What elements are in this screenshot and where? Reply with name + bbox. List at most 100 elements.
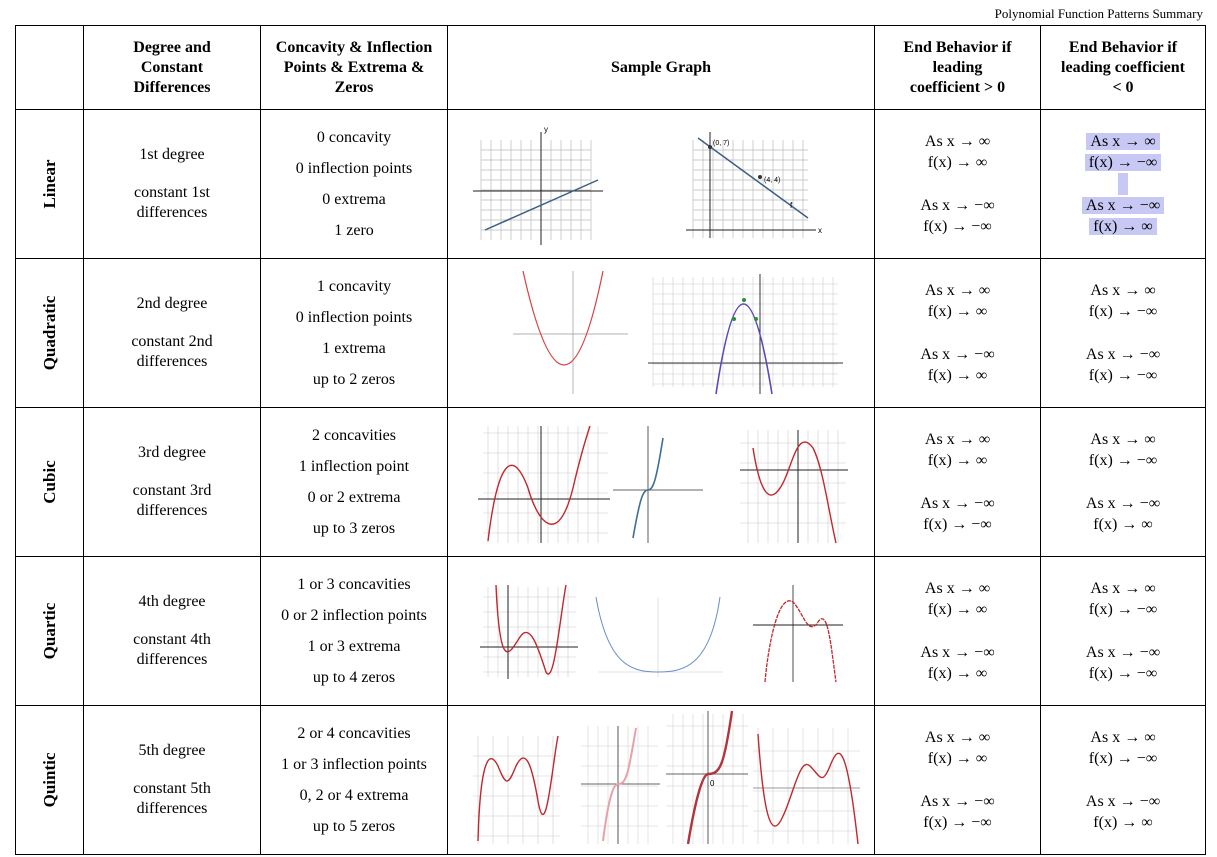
eb-pos-right-x: As x → ∞ — [924, 580, 991, 597]
degree-cell: 5th degree constant 5th differences — [83, 705, 261, 855]
degree-text: 5th degree — [138, 742, 206, 759]
zeros-text: up to 2 zeros — [312, 371, 396, 388]
eb-neg-right-x: As x → ∞ — [1090, 282, 1156, 299]
concavity-text: 2 or 4 concavities — [297, 725, 411, 742]
eb-pos-left-x: As x → −∞ — [920, 197, 995, 214]
end-behavior-positive: As x → ∞ f(x) → ∞ As x → −∞ f(x) → −∞ — [874, 407, 1041, 557]
degree-cell: 3rd degree constant 3rd differences — [83, 407, 261, 557]
eb-neg-left-f: f(x) → −∞ — [1088, 367, 1158, 384]
end-behavior-positive: As x → ∞ f(x) → ∞ As x → −∞ f(x) → −∞ — [874, 705, 1041, 855]
differences-text: constant 3rd differences — [132, 482, 212, 519]
row-label: Quadratic — [15, 258, 84, 408]
quintic-graph-4 — [753, 728, 860, 845]
differences-text: constant 2nd differences — [131, 333, 213, 370]
zeros-text: up to 3 zeros — [312, 520, 396, 537]
eb-pos-left-f: f(x) → ∞ — [927, 665, 988, 682]
quintic-graph-2 — [581, 726, 660, 844]
cubic-graph-1 — [478, 425, 610, 543]
extrema-text: 0, 2 or 4 extrema — [299, 787, 409, 804]
eb-pos-right-f: f(x) → ∞ — [927, 750, 988, 767]
end-behavior-negative: As x → ∞ f(x) → −∞ As x → −∞ f(x) → −∞ — [1040, 556, 1206, 706]
document-title: Polynomial Function Patterns Summary — [994, 6, 1203, 21]
sample-graph-cell: y (0, 7) (4, 4) f x — [447, 109, 875, 259]
properties-cell: 2 concavities 1 inflection point 0 or 2 … — [260, 407, 448, 557]
concavity-text: 1 or 3 concavities — [297, 576, 411, 593]
sample-graph-cell — [447, 556, 875, 706]
eb-neg-right-x[interactable]: As x → ∞ — [1086, 133, 1160, 150]
eb-pos-left-x: As x → −∞ — [920, 793, 995, 810]
inflection-text: 1 or 3 inflection points — [281, 756, 427, 773]
eb-neg-left-x: As x → −∞ — [1085, 346, 1161, 363]
sample-graph-cell — [447, 258, 875, 408]
end-behavior-positive: As x → ∞ f(x) → ∞ As x → −∞ f(x) → ∞ — [874, 258, 1041, 408]
eb-neg-left-f: f(x) → −∞ — [1088, 665, 1158, 682]
eb-neg-right-f: f(x) → −∞ — [1088, 601, 1158, 618]
eb-neg-right-x: As x → ∞ — [1090, 729, 1156, 746]
row-quartic: Quartic 4th degree constant 4th differen… — [15, 556, 1206, 706]
point-label-a: (0, 7) — [713, 140, 729, 147]
eb-neg-right-x: As x → ∞ — [1090, 580, 1156, 597]
row-label: Quartic — [15, 556, 84, 706]
degree-text: 2nd degree — [136, 295, 208, 312]
degree-text: 3rd degree — [138, 444, 206, 461]
degree-cell: 2nd degree constant 2nd differences — [83, 258, 261, 408]
inflection-text: 0 inflection points — [295, 309, 413, 326]
quintic-graphs: 0 — [473, 710, 860, 845]
header-end-behavior-positive: End Behavior if leading coefficient > 0 — [874, 25, 1041, 110]
eb-neg-left-x: As x → −∞ — [1085, 644, 1161, 661]
cubic-graph-3 — [740, 430, 848, 544]
extrema-text: 0 extrema — [322, 191, 386, 208]
y-axis-label: y — [544, 125, 548, 134]
eb-neg-left-f[interactable]: f(x) → ∞ — [1089, 218, 1157, 235]
eb-pos-left-f: f(x) → −∞ — [923, 814, 992, 831]
eb-neg-right-f[interactable]: f(x) → −∞ — [1084, 154, 1162, 171]
end-behavior-negative: As x → ∞ f(x) → −∞ As x → −∞ f(x) → ∞ — [1040, 407, 1206, 557]
cubic-graphs — [478, 425, 848, 544]
eb-pos-left-x: As x → −∞ — [920, 346, 995, 363]
eb-pos-right-f: f(x) → ∞ — [927, 303, 988, 320]
properties-cell: 0 concavity 0 inflection points 0 extrem… — [260, 109, 448, 259]
quintic-graph-3: 0 — [666, 710, 748, 845]
zeros-text: 1 zero — [334, 222, 374, 239]
end-behavior-negative: As x → ∞ f(x) → −∞ As x → −∞ f(x) → −∞ — [1040, 258, 1206, 408]
differences-text: constant 1st differences — [134, 184, 210, 221]
end-behavior-positive: As x → ∞ f(x) → ∞ As x → −∞ f(x) → ∞ — [874, 556, 1041, 706]
point-label-b: (4, 4) — [764, 177, 780, 184]
degree-cell: 4th degree constant 4th differences — [83, 556, 261, 706]
quartic-graphs — [480, 584, 843, 683]
end-behavior-negative: As x → ∞ f(x) → −∞ As x → −∞ f(x) → ∞ — [1040, 109, 1206, 259]
eb-neg-right-x: As x → ∞ — [1090, 431, 1156, 448]
eb-neg-right-f: f(x) → −∞ — [1088, 452, 1158, 469]
concavity-text: 1 concavity — [316, 278, 392, 295]
extrema-text: 0 or 2 extrema — [307, 489, 401, 506]
eb-neg-left-x[interactable]: As x → −∞ — [1081, 197, 1165, 214]
eb-pos-left-f: f(x) → −∞ — [923, 218, 992, 235]
x-axis-label: x — [818, 226, 822, 235]
concavity-text: 2 concavities — [312, 427, 396, 444]
extrema-text: 1 or 3 extrema — [307, 638, 401, 655]
eb-pos-right-x: As x → ∞ — [924, 431, 991, 448]
eb-pos-left-x: As x → −∞ — [920, 495, 995, 512]
row-cubic: Cubic 3rd degree constant 3rd difference… — [15, 407, 1206, 557]
eb-neg-right-f: f(x) → −∞ — [1088, 750, 1158, 767]
zeros-text: up to 4 zeros — [312, 669, 396, 686]
row-linear: Linear 1st degree constant 1st differenc… — [15, 109, 1206, 259]
inflection-text: 0 inflection points — [295, 160, 413, 177]
header-degree: Degree and Constant Differences — [83, 25, 261, 110]
linear-graph-1: y — [473, 125, 603, 245]
header-end-behavior-negative: End Behavior if leading coefficient < 0 — [1040, 25, 1206, 110]
inflection-text: 1 inflection point — [298, 458, 410, 475]
eb-neg-left-x: As x → −∞ — [1085, 495, 1161, 512]
quadratic-graph-2 — [648, 274, 843, 395]
sample-graph-cell — [447, 407, 875, 557]
quadratic-graphs — [513, 270, 843, 395]
header-sample-graph: Sample Graph — [447, 25, 875, 110]
eb-pos-left-x: As x → −∞ — [920, 644, 995, 661]
eb-pos-right-x: As x → ∞ — [924, 729, 991, 746]
quintic-graph-1 — [473, 735, 560, 844]
linear-graphs: y (0, 7) (4, 4) f x — [473, 125, 822, 245]
end-behavior-negative: As x → ∞ f(x) → −∞ As x → −∞ f(x) → ∞ — [1040, 705, 1206, 855]
linear-graph-2: (0, 7) (4, 4) f x — [686, 132, 822, 238]
row-quadratic: Quadratic 2nd degree constant 2nd differ… — [15, 258, 1206, 408]
row-label: Cubic — [15, 407, 84, 557]
